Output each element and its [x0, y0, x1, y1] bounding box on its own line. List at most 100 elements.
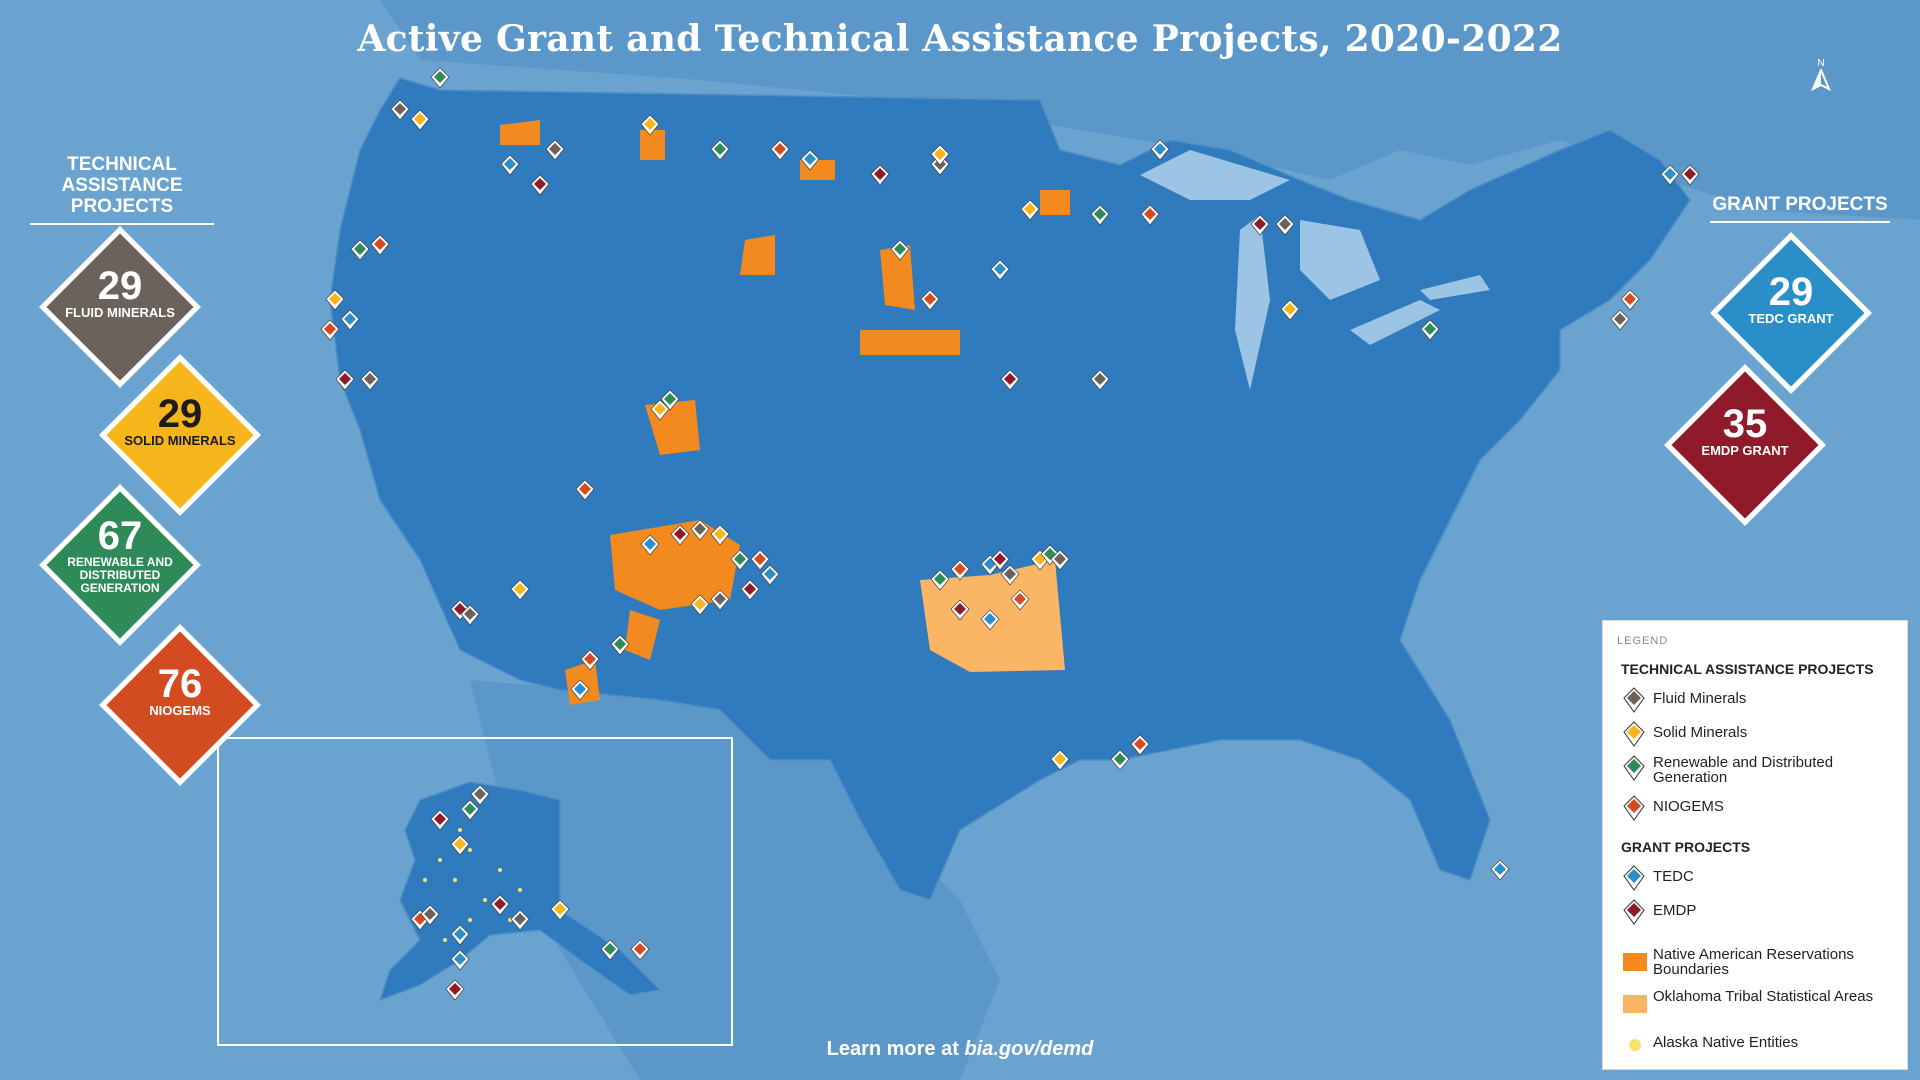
solid-count: 29	[157, 392, 203, 436]
project-marker	[1610, 309, 1630, 331]
project-marker	[890, 239, 910, 261]
project-marker	[390, 99, 410, 121]
badge-niogems: 76 NIOGEMS	[95, 620, 265, 790]
legend-item-oklahoma-tsa: Oklahoma Tribal Statistical Areas	[1623, 989, 1893, 1019]
project-marker	[990, 549, 1010, 571]
legend-item-reservations: Native American Reservations Boundaries	[1623, 947, 1893, 977]
project-marker	[950, 599, 970, 621]
project-marker	[1275, 214, 1295, 236]
project-marker	[510, 579, 530, 601]
legend-item-tedc: TEDC	[1623, 865, 1893, 895]
page-title: Active Grant and Technical Assistance Pr…	[357, 18, 1563, 60]
badge-tedc: 29 TEDC Grant	[1706, 228, 1876, 398]
reservation-sd	[860, 330, 960, 355]
niogems-label: NIOGEMS	[149, 703, 211, 718]
project-marker	[1110, 749, 1130, 771]
project-marker	[950, 559, 970, 581]
technical-assistance-heading: Technical Assistance Projects	[30, 154, 214, 225]
fluid-count: 29	[97, 264, 143, 308]
project-marker	[1000, 369, 1020, 391]
project-marker	[1130, 734, 1150, 756]
project-marker	[1250, 214, 1270, 236]
reservation-wind-river	[740, 235, 775, 275]
project-marker	[1280, 299, 1300, 321]
project-marker	[500, 154, 520, 176]
project-marker	[710, 524, 730, 546]
footer-link[interactable]: bia.gov/demd	[964, 1038, 1094, 1060]
project-marker	[420, 904, 440, 926]
alaska-entity-dot	[1629, 1039, 1641, 1051]
legend-label: NIOGEMS	[1653, 798, 1724, 815]
project-marker	[630, 939, 650, 961]
lake-erie	[1350, 300, 1440, 345]
canada-land	[380, 0, 1920, 220]
lake-huron	[1300, 220, 1380, 300]
legend-item-renewable: Renewable and Distributed Generation	[1623, 755, 1893, 785]
project-marker	[740, 579, 760, 601]
reservation-wa	[500, 120, 540, 145]
north-arrow-icon	[1811, 67, 1831, 92]
project-marker	[335, 369, 355, 391]
footer-prefix: Learn more at	[826, 1038, 965, 1060]
project-marker	[980, 609, 1000, 631]
project-marker	[1050, 549, 1070, 571]
project-marker	[1090, 204, 1110, 226]
legend-label: Fluid Minerals	[1653, 690, 1747, 707]
legend-item-alaska-entities: Alaska Native Entities	[1623, 1031, 1893, 1061]
project-marker	[580, 649, 600, 671]
tedc-marker-icon	[1623, 865, 1645, 891]
project-marker	[660, 389, 680, 411]
project-marker	[600, 939, 620, 961]
project-marker	[1680, 164, 1700, 186]
fluid-marker-icon	[1623, 687, 1645, 713]
reservation-az-south	[625, 610, 660, 660]
badge-renewable: 67 Renewable and Distributed Generation	[35, 480, 205, 650]
legend-item-fluid: Fluid Minerals	[1623, 687, 1893, 717]
north-arrow: N	[1806, 58, 1836, 94]
lake-ontario	[1420, 275, 1490, 300]
grant-projects-heading: Grant Projects	[1710, 194, 1890, 223]
project-marker	[1420, 319, 1440, 341]
project-marker	[1090, 369, 1110, 391]
fluid-label: Fluid Minerals	[65, 305, 175, 320]
niogems-marker-icon	[1623, 795, 1645, 821]
project-marker	[575, 479, 595, 501]
project-marker	[770, 139, 790, 161]
badge-emdp: 35 EMDP Grant	[1660, 360, 1830, 530]
project-marker	[640, 534, 660, 556]
emdp-count: 35	[1722, 402, 1768, 446]
legend-grant-heading: Grant Projects	[1621, 839, 1751, 855]
renewable-marker-icon	[1623, 755, 1645, 781]
project-marker	[530, 174, 550, 196]
project-marker	[410, 109, 430, 131]
alaska-inset-frame	[217, 737, 733, 1046]
legend-label: Alaska Native Entities	[1653, 1034, 1799, 1051]
tedc-label: TEDC Grant	[1748, 311, 1834, 326]
project-marker	[930, 144, 950, 166]
project-marker	[800, 149, 820, 171]
project-marker	[1050, 749, 1070, 771]
project-marker	[460, 799, 480, 821]
project-marker	[920, 289, 940, 311]
project-marker	[370, 234, 390, 256]
project-marker	[1490, 859, 1510, 881]
project-marker	[340, 309, 360, 331]
project-marker	[1620, 289, 1640, 311]
project-marker	[930, 569, 950, 591]
project-marker	[460, 604, 480, 626]
niogems-count: 76	[157, 662, 203, 706]
reservation-mn	[1040, 190, 1070, 215]
project-marker	[360, 369, 380, 391]
project-marker	[470, 784, 490, 806]
project-marker	[490, 894, 510, 916]
reservation-nd	[880, 245, 915, 310]
tedc-count: 29	[1768, 270, 1814, 314]
project-marker	[430, 67, 450, 89]
project-marker	[710, 589, 730, 611]
project-marker	[570, 679, 590, 701]
project-marker	[350, 239, 370, 261]
renewable-count: 67	[97, 514, 143, 558]
project-marker	[550, 899, 570, 921]
legend-title: LEGEND	[1617, 635, 1669, 647]
